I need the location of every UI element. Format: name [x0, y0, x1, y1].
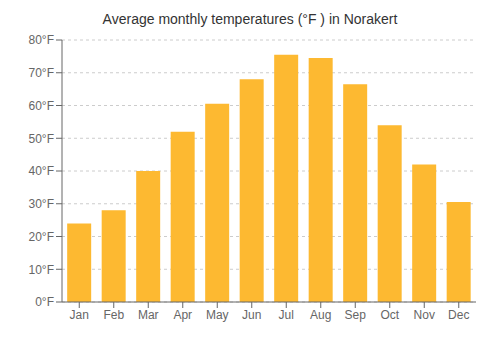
svg-text:Dec: Dec: [448, 308, 469, 322]
svg-text:50°F: 50°F: [29, 132, 54, 146]
svg-text:Apr: Apr: [173, 308, 192, 322]
svg-text:60°F: 60°F: [29, 99, 54, 113]
svg-text:Feb: Feb: [103, 308, 124, 322]
svg-text:Nov: Nov: [414, 308, 435, 322]
svg-text:Jul: Jul: [279, 308, 294, 322]
svg-text:70°F: 70°F: [29, 66, 54, 80]
svg-text:Mar: Mar: [138, 308, 159, 322]
svg-text:80°F: 80°F: [29, 33, 54, 47]
svg-text:40°F: 40°F: [29, 164, 54, 178]
svg-text:10°F: 10°F: [29, 263, 54, 277]
svg-text:May: May: [206, 308, 229, 322]
svg-text:Oct: Oct: [380, 308, 399, 322]
svg-text:Aug: Aug: [310, 308, 331, 322]
svg-text:Jun: Jun: [242, 308, 261, 322]
svg-text:0°F: 0°F: [35, 295, 54, 309]
svg-text:Jan: Jan: [70, 308, 89, 322]
html-text:Average monthly temperatures (: Average monthly temperatures (°F ) in No…: [102, 11, 398, 27]
svg-text:30°F: 30°F: [29, 197, 54, 211]
svg-text:Sep: Sep: [345, 308, 367, 322]
svg-text:20°F: 20°F: [29, 230, 54, 244]
